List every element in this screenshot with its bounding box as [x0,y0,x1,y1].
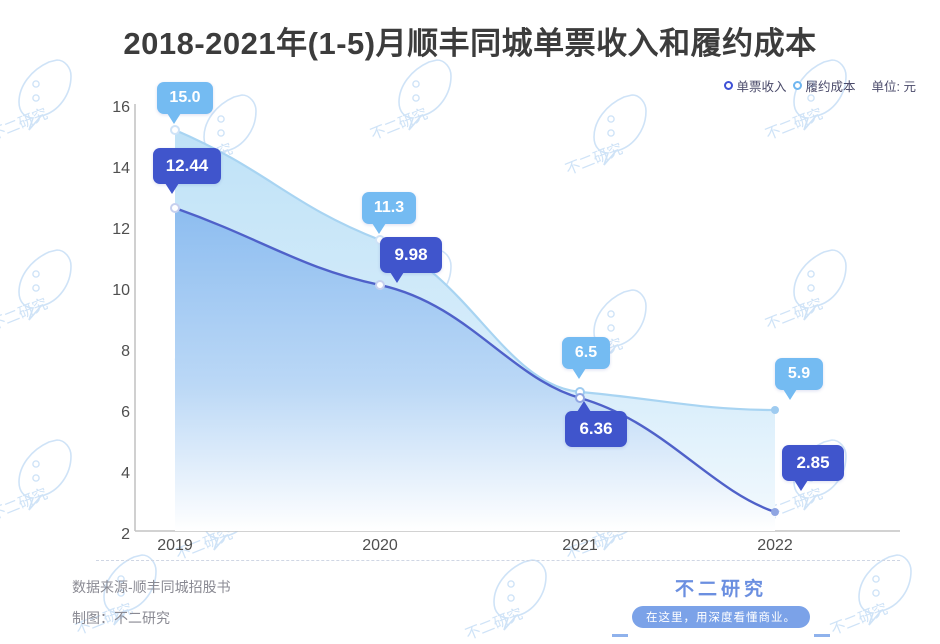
legend-item-cost[interactable]: 履约成本 [792,76,856,95]
data-label-text: 6.5 [574,344,598,361]
data-label-text: 15.0 [169,89,201,106]
x-tick-2021: 2021 [562,537,598,554]
line-revenue [174,206,776,514]
page-title: 2018-2021年(1-5)月顺丰同城单票收入和履约成本 [123,26,817,61]
y-tick-16: 16 [112,99,130,116]
y-tick-14: 14 [112,160,130,177]
legend-item-revenue[interactable]: 单票收入 [723,76,787,95]
data-label-revenue-2020: 9.98 [380,237,442,283]
legend-label-revenue: 单票收入 [736,80,787,94]
y-tick-6: 6 [121,404,130,421]
legend-unit: 单位: 元 [871,80,916,94]
ring-icon [723,81,733,90]
data-label-cost-2019: 15.0 [157,82,213,124]
data-point-revenue-2022[interactable] [771,508,779,516]
bubble-tail [390,272,404,283]
data-point-cost-2019[interactable] [170,125,180,135]
ring-icon [792,81,802,90]
data-source-text: 数据来源-顺丰同城招股书 [72,579,231,595]
data-label-revenue-2022: 2.85 [782,445,844,491]
y-tick-10: 10 [112,282,130,299]
data-label-cost-2020: 11.3 [362,192,416,234]
logo-dash-right-icon [814,634,830,637]
footer-divider [96,560,900,561]
legend-label-cost: 履约成本 [805,80,856,94]
x-tick-2022: 2022 [757,537,793,554]
brand-logo: 不二研究 在这里，用深度看懂商业。 [612,574,830,637]
data-label-text: 9.98 [394,245,428,264]
data-label-revenue-2021: 6.36 [565,401,627,447]
y-tick-4: 4 [121,465,130,482]
bubble-tail [165,183,179,194]
brand-tagline: 在这里，用深度看懂商业。 [632,606,810,628]
bubble-tail [794,480,808,491]
chart-legend: 单票收入 履约成本 单位: 元 [723,76,916,95]
chart-credit-text: 制图：不二研究 [72,610,170,626]
bubble-tail [167,113,181,124]
data-label-text: 12.44 [165,156,209,175]
bubble-tail [572,368,586,379]
data-label-cost-2022: 5.9 [775,358,823,400]
data-point-cost-2022[interactable] [771,406,779,414]
brand-name: 不二研究 [674,579,767,600]
data-point-revenue-2019[interactable] [170,203,180,213]
data-label-text: 11.3 [373,199,405,216]
y-tick-8: 8 [121,343,130,360]
area-revenue [175,208,775,531]
bubble-tail [372,223,386,234]
logo-dash-left-icon [612,634,628,637]
data-label-text: 2.85 [796,453,830,472]
data-label-revenue-2019: 12.44 [153,148,221,194]
bubble-tail [577,401,591,412]
y-tick-12: 12 [112,221,130,238]
data-label-text: 6.36 [579,419,613,438]
y-tick-2: 2 [121,526,130,543]
data-point-revenue-2020[interactable] [375,280,385,290]
line-cost [174,128,776,412]
data-label-text: 5.9 [787,365,811,382]
x-tick-2020: 2020 [362,537,398,554]
x-tick-2019: 2019 [157,537,193,554]
bubble-tail [783,389,797,400]
data-label-cost-2021: 6.5 [562,337,610,379]
